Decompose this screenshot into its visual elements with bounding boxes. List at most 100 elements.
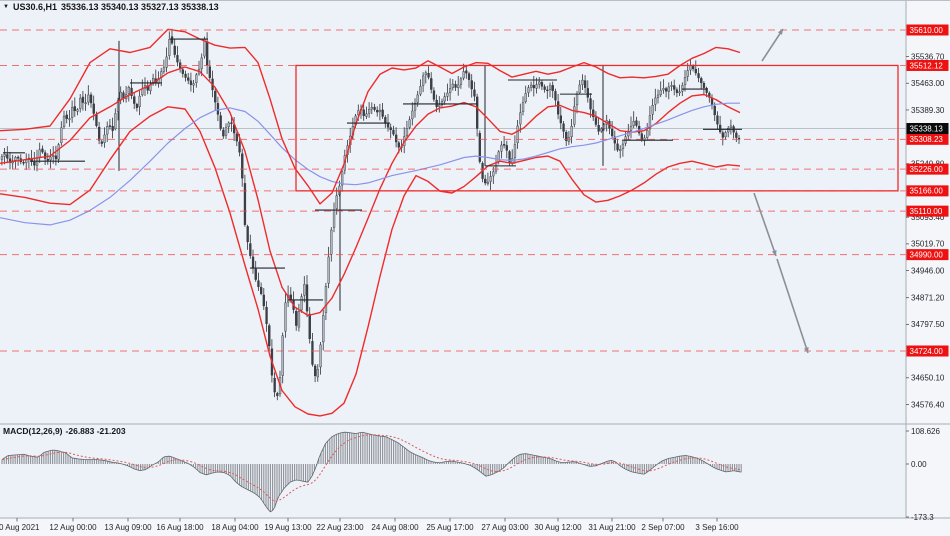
candle-body xyxy=(87,94,90,103)
candle-body xyxy=(187,77,190,81)
candle-body xyxy=(25,159,28,163)
candle-body xyxy=(535,84,538,89)
candle-body xyxy=(324,285,328,313)
candle-body xyxy=(22,161,25,164)
candle-body xyxy=(181,69,184,74)
up-trend-arrow[interactable] xyxy=(761,28,784,62)
price-tick-label: 34576.40 xyxy=(911,400,945,409)
macd-current-values: -26.883 -21.203 xyxy=(65,426,126,436)
candle-body xyxy=(619,149,622,151)
candle-body xyxy=(432,90,436,100)
candle-body xyxy=(119,91,122,100)
macd-panel[interactable] xyxy=(1,431,742,513)
candle-body xyxy=(319,344,322,368)
candle-body xyxy=(300,296,303,311)
candle-body xyxy=(52,155,55,157)
candle-body xyxy=(508,151,511,163)
candle-body xyxy=(135,104,139,109)
candle-body xyxy=(570,125,573,137)
candle-body xyxy=(311,341,314,365)
price-tick-label: 35463.00 xyxy=(911,79,945,88)
candle-body xyxy=(735,132,738,138)
candle-body xyxy=(376,109,379,113)
candle-body xyxy=(678,91,681,94)
candle-body xyxy=(419,86,422,95)
candle-body xyxy=(224,127,228,136)
candle-body xyxy=(203,39,206,57)
candle-body xyxy=(497,151,500,163)
candle-body xyxy=(365,113,368,117)
candle-body xyxy=(616,143,619,151)
candle-body xyxy=(297,311,301,328)
candles-layer xyxy=(0,28,741,401)
date-label: 3 Sep 16:00 xyxy=(695,523,739,532)
svg-text:35308.23: 35308.23 xyxy=(910,135,944,144)
date-label: 16 Aug 18:00 xyxy=(156,523,204,532)
time-axis[interactable]: 10 Aug 2021 12 Aug 00:00 13 Aug 09:00 16 Au… xyxy=(0,518,739,532)
rectangle-zone[interactable] xyxy=(295,64,899,192)
date-label: 24 Aug 08:00 xyxy=(371,523,419,532)
candle-body xyxy=(408,119,411,128)
candle-body xyxy=(710,97,714,106)
candle-body xyxy=(411,110,414,120)
symbol-dropdown-icon[interactable]: ▼ xyxy=(3,4,9,10)
price-axis[interactable]: 35536.7035463.0035389.3035240.8035093.40… xyxy=(906,24,949,522)
price-tick-label: 35093.40 xyxy=(911,213,945,222)
candle-body xyxy=(449,88,452,93)
date-label: 25 Aug 17:00 xyxy=(426,523,474,532)
candle-body xyxy=(17,156,20,159)
candle-body xyxy=(611,128,614,137)
candle-body xyxy=(200,57,203,69)
down-trend-arrow-1[interactable] xyxy=(753,192,777,257)
candle-body xyxy=(314,365,317,377)
candle-body xyxy=(519,112,522,125)
candle-body xyxy=(3,153,6,157)
candle-body xyxy=(629,125,633,131)
candle-body xyxy=(65,114,68,119)
candle-body xyxy=(692,65,695,70)
candle-body xyxy=(257,280,260,287)
candle-body xyxy=(127,87,131,94)
candle-body xyxy=(470,80,473,90)
candle-body xyxy=(548,85,552,90)
candle-body xyxy=(92,103,95,114)
price-tick-label: 34946.00 xyxy=(911,266,945,275)
candle-body xyxy=(357,110,360,116)
candle-body xyxy=(73,106,77,111)
candle-body xyxy=(737,137,741,140)
candle-body xyxy=(513,144,517,158)
time-axis-background[interactable] xyxy=(0,518,950,536)
candle-body xyxy=(303,284,306,296)
candle-body xyxy=(76,109,79,112)
candle-body xyxy=(578,84,581,93)
candle-body xyxy=(219,115,222,129)
candle-body xyxy=(81,96,85,103)
candle-body xyxy=(322,315,325,343)
candle-body xyxy=(492,171,495,177)
candle-body xyxy=(305,284,309,312)
candle-body xyxy=(114,113,117,130)
price-tick-label: 35389.30 xyxy=(911,106,945,115)
main-plot[interactable] xyxy=(0,28,906,417)
candle-body xyxy=(486,181,490,184)
candle-body xyxy=(14,157,17,161)
blue-ma-line xyxy=(0,102,740,226)
candle-body xyxy=(646,130,649,138)
candle-body xyxy=(389,127,392,131)
candle-body xyxy=(592,109,595,118)
candle-body xyxy=(573,106,576,125)
candle-body xyxy=(235,133,238,142)
candle-body xyxy=(68,118,71,120)
down-trend-arrow-2[interactable] xyxy=(776,258,809,354)
svg-text:35110.00: 35110.00 xyxy=(910,207,943,216)
candle-body xyxy=(702,83,706,88)
svg-text:35338.13: 35338.13 xyxy=(910,124,944,133)
macd-scale-label: 0.00 xyxy=(911,460,927,469)
candle-body xyxy=(89,94,93,104)
candle-body xyxy=(697,73,700,79)
candle-body xyxy=(430,78,433,90)
level-price-label xyxy=(906,205,949,217)
candle-body xyxy=(597,124,600,132)
candle-body xyxy=(327,256,330,284)
